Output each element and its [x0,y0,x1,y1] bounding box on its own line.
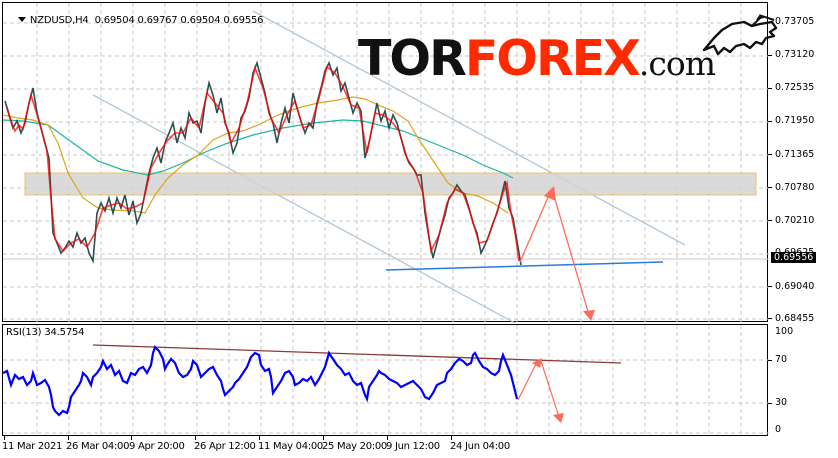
resistance-zone [24,172,757,196]
price-label: 0.68455 [775,313,815,324]
dropdown-triangle-icon[interactable] [17,17,26,22]
price-label: 0.73705 [775,16,815,27]
forecast-arrow-down [551,188,590,316]
channel-upper-line [252,10,686,246]
ohlc-values: 0.69504 0.69767 0.69504 0.69556 [94,15,264,26]
price-tick [768,121,772,122]
time-tick [68,436,69,440]
rsi-trendline [92,344,622,364]
time-tick [451,436,452,440]
current-price-badge: 0.69556 [771,252,817,263]
time-label: 25 May 20:00 [322,441,387,452]
price-label: 0.69040 [775,281,815,292]
channel-lower-line [92,94,516,323]
forecast-arrow-up [519,194,550,263]
time-label: 24 Jun 04:00 [450,441,510,452]
price-tick [768,55,772,56]
symbol-legend[interactable]: NZDUSD,H4 0.69504 0.69767 0.69504 0.6955… [6,4,264,37]
price-tick [768,220,772,221]
time-label: 26 Apr 12:00 [194,441,256,452]
rsi-forecast-arrow-down [540,360,560,418]
price-label: 0.73120 [775,49,815,60]
price-chart-canvas [3,3,769,323]
logo-tor-text: TOR [358,30,467,87]
forecast-arrowhead-down [583,310,595,321]
price-label: 0.70210 [775,215,815,226]
rsi-level-label: 70 [775,354,788,365]
symbol-label: NZDUSD,H4 [29,15,89,26]
time-label: 26 Mar 04:00 [66,441,130,452]
price-label: 0.71950 [775,115,815,126]
forecast-arrowhead-up [544,186,556,201]
price-tick [768,286,772,287]
price-tick [768,88,772,89]
price-tick [768,22,772,23]
rsi-legend: RSI(13) 34.5754 [6,327,85,338]
rsi-tick [768,360,772,361]
rsi-level-label: 0 [775,424,782,435]
rsi-tick [768,403,772,404]
rsi-line [3,344,519,417]
price-label: 0.70780 [775,182,815,193]
price-chart-pane[interactable] [2,2,769,323]
price-label: 0.72535 [775,82,815,93]
time-tick [387,436,388,440]
price-label: 0.71365 [775,149,815,160]
time-tick [323,436,324,440]
time-tick [4,436,5,440]
time-label: 11 Mar 2021 [2,441,63,452]
rsi-forecast-arrow-up [517,361,538,401]
rsi-forecast-arrowhead-up [532,358,542,368]
time-label: 11 May 04:00 [258,441,323,452]
time-tick [259,436,260,440]
rsi-level-label: 30 [775,397,788,408]
price-tick [768,154,772,155]
time-tick [195,436,196,440]
logo-forex-text: FOREX [464,30,641,87]
torforex-logo: TORFOREX.com [358,30,716,90]
time-label: 9 Jun 12:00 [386,441,440,452]
support-line [385,261,664,271]
price-tick [768,318,772,319]
price-tick [768,187,772,188]
time-label: 9 Apr 20:00 [129,441,185,452]
rsi-level-label: 100 [775,326,794,337]
time-tick [131,436,132,440]
rsi-forecast-arrowhead-down [553,413,564,423]
rsi-pane[interactable] [2,324,769,437]
rsi-chart-canvas [3,325,769,437]
bull-icon [702,14,778,56]
